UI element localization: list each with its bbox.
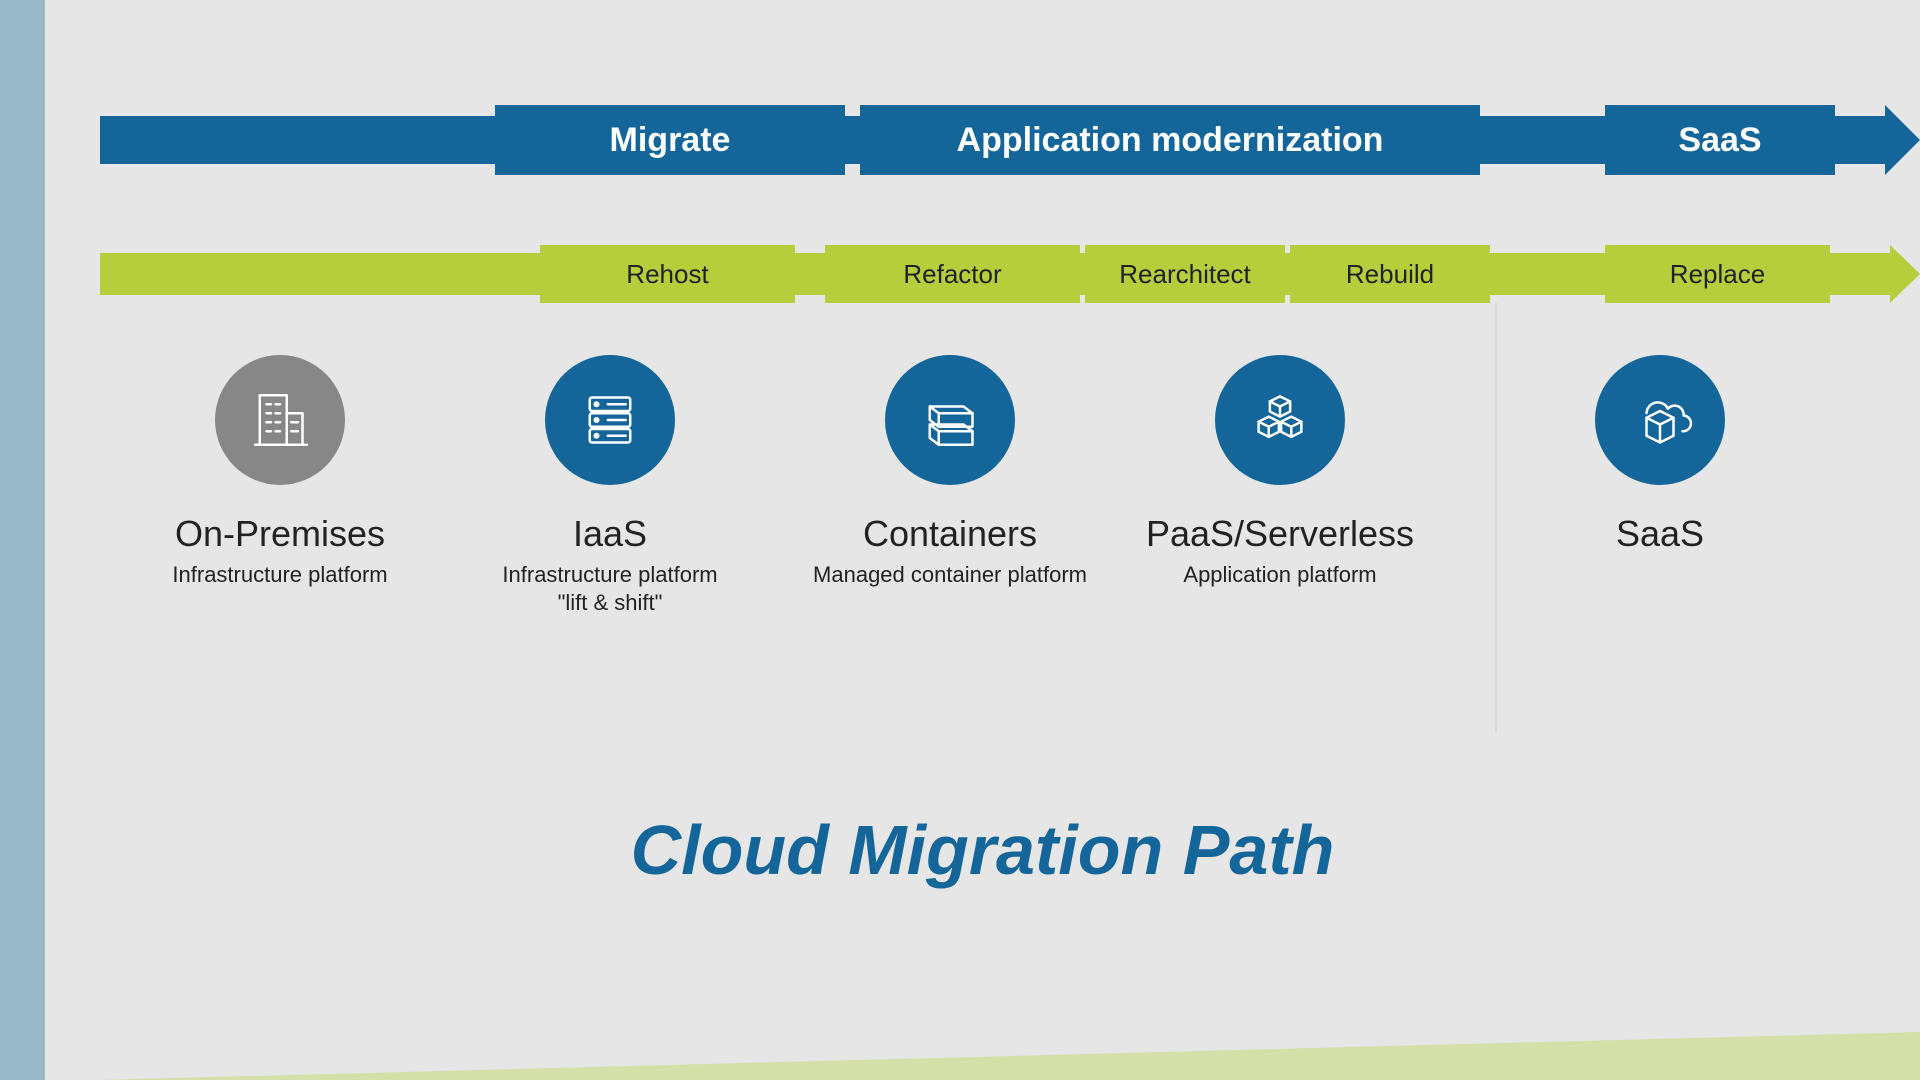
green-segment-3: Rebuild <box>1290 245 1490 303</box>
green-segment-1: Refactor <box>825 245 1080 303</box>
stage-paas-serverless: PaaS/Serverless Application platform <box>1105 355 1455 589</box>
blue-arrow-head <box>1885 105 1920 175</box>
stage-on-premises: On-Premises Infrastructure platform <box>105 355 455 589</box>
green-segment-0: Rehost <box>540 245 795 303</box>
diagram-title: Cloud Migration Path <box>45 810 1920 890</box>
blue-segment-0: Migrate <box>495 105 845 175</box>
green-segment-4: Replace <box>1605 245 1830 303</box>
stage-subtitle: Application platform <box>1183 561 1376 589</box>
cubes-icon <box>1215 355 1345 485</box>
stage-title: PaaS/Serverless <box>1146 513 1414 555</box>
stage-subtitle: Infrastructure platform <box>172 561 387 589</box>
left-accent-stripe <box>0 0 45 1080</box>
cloudbox-icon <box>1595 355 1725 485</box>
building-icon <box>215 355 345 485</box>
servers-icon <box>545 355 675 485</box>
stage-title: Containers <box>863 513 1037 555</box>
stage-iaas: IaaS Infrastructure platform "lift & shif… <box>435 355 785 616</box>
stage-containers: Containers Managed container platform <box>775 355 1125 589</box>
green-arrow-head <box>1890 245 1920 303</box>
diagram-canvas: MigrateApplication modernization SaaS Reh… <box>45 0 1920 1080</box>
footer-wedge <box>100 1032 1920 1080</box>
category-arrow-blue: MigrateApplication modernization SaaS <box>100 105 1920 175</box>
stage-saas: SaaS <box>1485 355 1835 561</box>
blue-segment-1: Application modernization <box>860 105 1480 175</box>
stage-title: SaaS <box>1616 513 1704 555</box>
stage-title: IaaS <box>573 513 647 555</box>
blue-segment-2: SaaS <box>1605 105 1835 175</box>
strategy-arrow-green: Rehost RefactorRearchitectRebuild Replace <box>100 245 1920 303</box>
stage-title: On-Premises <box>175 513 385 555</box>
stage-subtitle: Managed container platform <box>813 561 1087 589</box>
containers-icon <box>885 355 1015 485</box>
green-segment-2: Rearchitect <box>1085 245 1285 303</box>
stage-subtitle: Infrastructure platform "lift & shift" <box>502 561 717 616</box>
